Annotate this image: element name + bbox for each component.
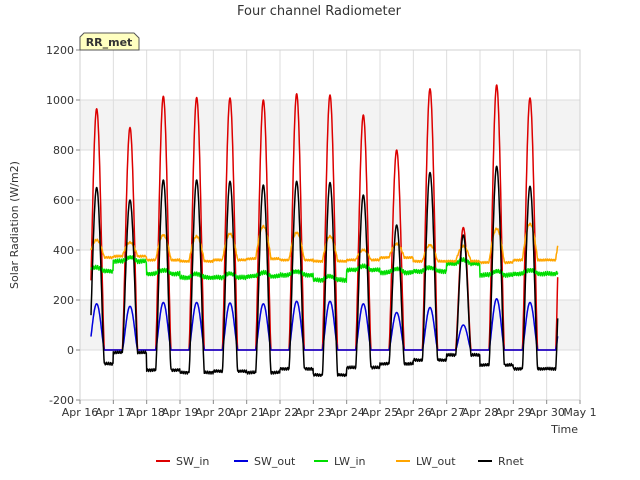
- legend-label-lw-out: LW_out: [416, 455, 456, 468]
- series-lines: [90, 84, 559, 378]
- x-axis-title: Time: [550, 423, 578, 436]
- x-tick-label: Apr 18: [128, 406, 165, 419]
- x-tick-label: Apr 28: [462, 406, 499, 419]
- x-tick-label: May 1: [563, 406, 596, 419]
- x-tick-label: Apr 16: [62, 406, 99, 419]
- legend-label-sw-in: SW_in: [176, 455, 209, 468]
- y-tick-label: 0: [67, 344, 74, 357]
- x-tick-label: Apr 30: [528, 406, 565, 419]
- y-tick-label: 200: [53, 294, 74, 307]
- plot-band: [80, 350, 580, 400]
- x-tick-label: Apr 23: [295, 406, 332, 419]
- x-tick-label: Apr 22: [262, 406, 299, 419]
- series-line-rnet: [90, 165, 559, 378]
- x-tick-label: Apr 26: [395, 406, 432, 419]
- series-line-lw-in: [90, 255, 559, 283]
- series-line-lw-out: [90, 222, 559, 265]
- station-label-shape: [79, 32, 140, 51]
- legend-label-lw-in: LW_in: [334, 455, 366, 468]
- plot-frame: [79, 49, 581, 401]
- plot-band: [80, 200, 580, 250]
- x-tick-label: Apr 25: [362, 406, 399, 419]
- plot-band: [80, 50, 580, 100]
- legend-label-sw-out: SW_out: [254, 455, 296, 468]
- x-tick-label: Apr 29: [495, 406, 532, 419]
- x-tick-label: Apr 20: [195, 406, 232, 419]
- x-tick-label: Apr 21: [228, 406, 265, 419]
- x-tick-label: Apr 24: [328, 406, 365, 419]
- y-tick-label: 400: [53, 244, 74, 257]
- x-tick-label: Apr 17: [95, 406, 132, 419]
- plot-band: [80, 300, 580, 350]
- legend-label-rnet: Rnet: [498, 455, 524, 468]
- station-label-box: RR_met: [79, 32, 140, 51]
- y-tick-label: 800: [53, 144, 74, 157]
- y-tick-label: -200: [49, 394, 74, 407]
- y-axis-title: Solar Radiation (W/m2): [8, 161, 21, 289]
- x-tick-label: Apr 27: [428, 406, 465, 419]
- x-tick-label: Apr 19: [162, 406, 199, 419]
- plot-band: [80, 150, 580, 200]
- plot-band: [80, 100, 580, 150]
- legend: SW_in SW_out LW_in LW_out Rnet: [156, 455, 524, 468]
- chart-title: Four channel Radiometer: [237, 4, 402, 19]
- y-tick-label: 600: [53, 194, 74, 207]
- y-tick-label: 1200: [46, 44, 74, 57]
- plot-bands: [80, 50, 580, 400]
- y-tick-label: 1000: [46, 94, 74, 107]
- y-axis-ticks: -200 0 200 400 600 800 1000 1200: [46, 44, 80, 407]
- station-label: RR_met: [86, 36, 133, 49]
